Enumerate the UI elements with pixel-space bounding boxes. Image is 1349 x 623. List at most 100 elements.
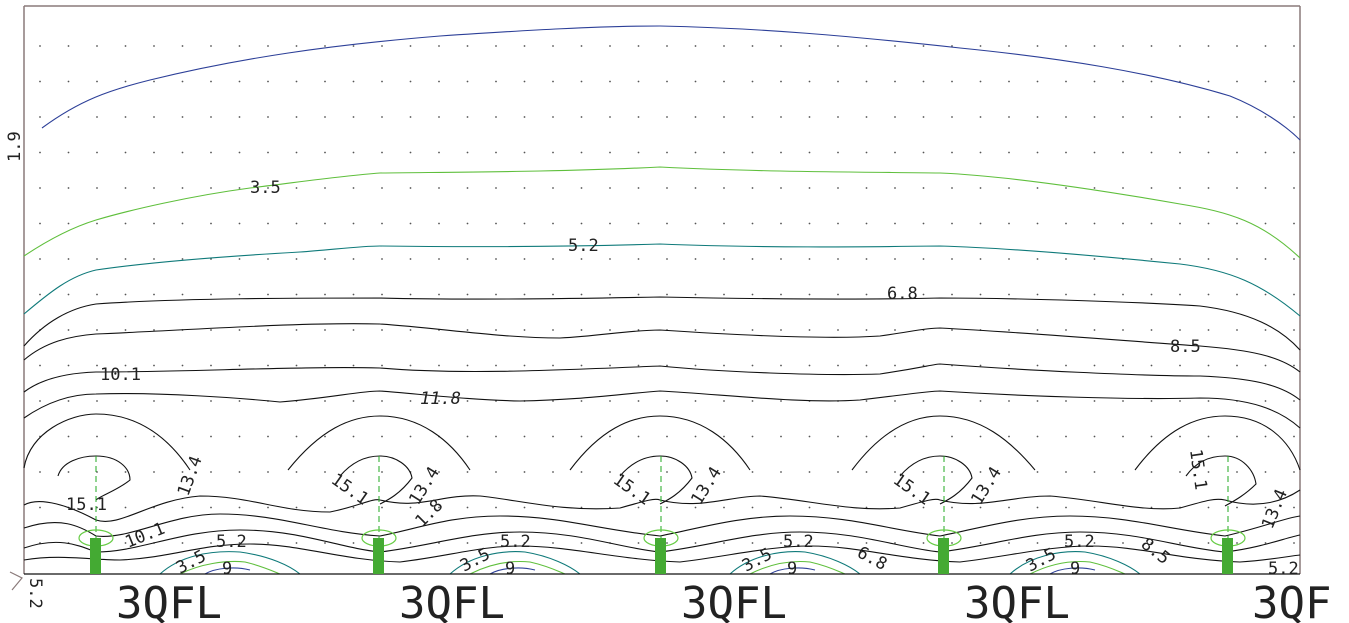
grid-dot [238, 400, 241, 402]
grid-dot [751, 471, 754, 473]
grid-dot [1207, 116, 1210, 118]
contour-lower-1-9 [204, 567, 1096, 575]
grid-dot [438, 222, 440, 225]
grid-dot [1293, 293, 1295, 296]
grid-dot [865, 542, 868, 544]
grid-dot [324, 471, 326, 473]
grid-dot [723, 364, 725, 367]
grid-dot [837, 364, 839, 367]
grid-dot [979, 222, 982, 225]
grid-dot [153, 400, 155, 402]
grid-dot [409, 187, 412, 189]
label-13-4-d: 13.4 [967, 463, 1006, 508]
grid-dot [324, 151, 326, 154]
grid-dot [1036, 258, 1039, 260]
grid-dot [438, 364, 440, 367]
grid-dot [1150, 471, 1153, 473]
grid-dot [352, 435, 355, 438]
grid-dot [1179, 258, 1181, 260]
grid-dot [523, 364, 526, 367]
grid-dot [979, 435, 982, 438]
grid-dot [580, 80, 583, 83]
grid-dot [295, 471, 298, 473]
grid-dot [1065, 151, 1067, 154]
grid-dot [39, 116, 41, 118]
grid-dot [751, 329, 754, 331]
grid-dot [894, 187, 896, 189]
grid-dot [1036, 151, 1039, 154]
grid-dot [238, 151, 241, 154]
grid-dot [381, 293, 383, 296]
grid-dot [979, 187, 982, 189]
grid-dot [922, 258, 925, 260]
grid-dot [694, 364, 697, 367]
grid-dot [124, 258, 127, 260]
grid-dot [694, 258, 697, 260]
grid-dot [837, 471, 839, 473]
grid-dot [1008, 293, 1010, 296]
grid-dot [1065, 364, 1067, 367]
grid-dot [1179, 293, 1181, 296]
grid-dot [609, 293, 611, 296]
grid-dot [181, 364, 184, 367]
grid-dot [1236, 258, 1238, 260]
grid-dot [438, 151, 440, 154]
grid-dot [1122, 542, 1124, 544]
label-15-1-b: 15.1 [327, 470, 372, 510]
grid-dot [1293, 542, 1295, 544]
grid-dot [580, 293, 583, 296]
grid-dot [153, 258, 155, 260]
grid-dot [1236, 364, 1238, 367]
contour-inner-lower [23, 489, 1301, 522]
grid-dot [438, 116, 440, 118]
grid-dot [409, 80, 412, 83]
grid-dot [1236, 116, 1238, 118]
grid-dot [580, 435, 583, 438]
grid-dot [552, 80, 554, 83]
grid-dot [523, 80, 526, 83]
grid-dot [1093, 293, 1096, 296]
grid-dot [438, 45, 440, 47]
grid-dot [865, 80, 868, 83]
grid-dot [922, 364, 925, 367]
grid-dot [1293, 116, 1295, 118]
grid-dot [153, 116, 155, 118]
grid-dot [381, 258, 383, 260]
grid-dot [951, 506, 953, 509]
pole-label-1: 3QFL [116, 578, 222, 623]
grid-dot [381, 471, 383, 473]
grid-dot [352, 471, 355, 473]
grid-dot [666, 506, 668, 509]
grid-dot [979, 471, 982, 473]
grid-dot [1207, 187, 1210, 189]
grid-dot [39, 364, 41, 367]
grid-dot [210, 400, 212, 402]
grid-dot [694, 151, 697, 154]
grid-dot [1207, 364, 1210, 367]
grid-dot [951, 400, 953, 402]
grid-dot [1036, 293, 1039, 296]
grid-dot [837, 151, 839, 154]
grid-dot [1008, 542, 1010, 544]
grid-dot [1150, 542, 1153, 544]
grid-dot [67, 222, 70, 225]
grid-dot [1036, 435, 1039, 438]
grid-dot [1065, 542, 1067, 544]
grid-dot [979, 151, 982, 154]
grid-dot [96, 80, 98, 83]
grid-dot [951, 471, 953, 473]
grid-dot [666, 187, 668, 189]
grid-dot [495, 80, 497, 83]
grid-dot [124, 506, 127, 509]
grid-dot [238, 222, 241, 225]
grid-dot [124, 435, 127, 438]
grid-dot [723, 293, 725, 296]
grid-dot [637, 187, 640, 189]
grid-dot [67, 293, 70, 296]
label-15-1-e: 15.1 [1185, 448, 1211, 491]
grid-dot [1264, 116, 1267, 118]
grid-dot [381, 506, 383, 509]
grid-dot [124, 542, 127, 544]
baseline-tick-left [9, 571, 23, 591]
